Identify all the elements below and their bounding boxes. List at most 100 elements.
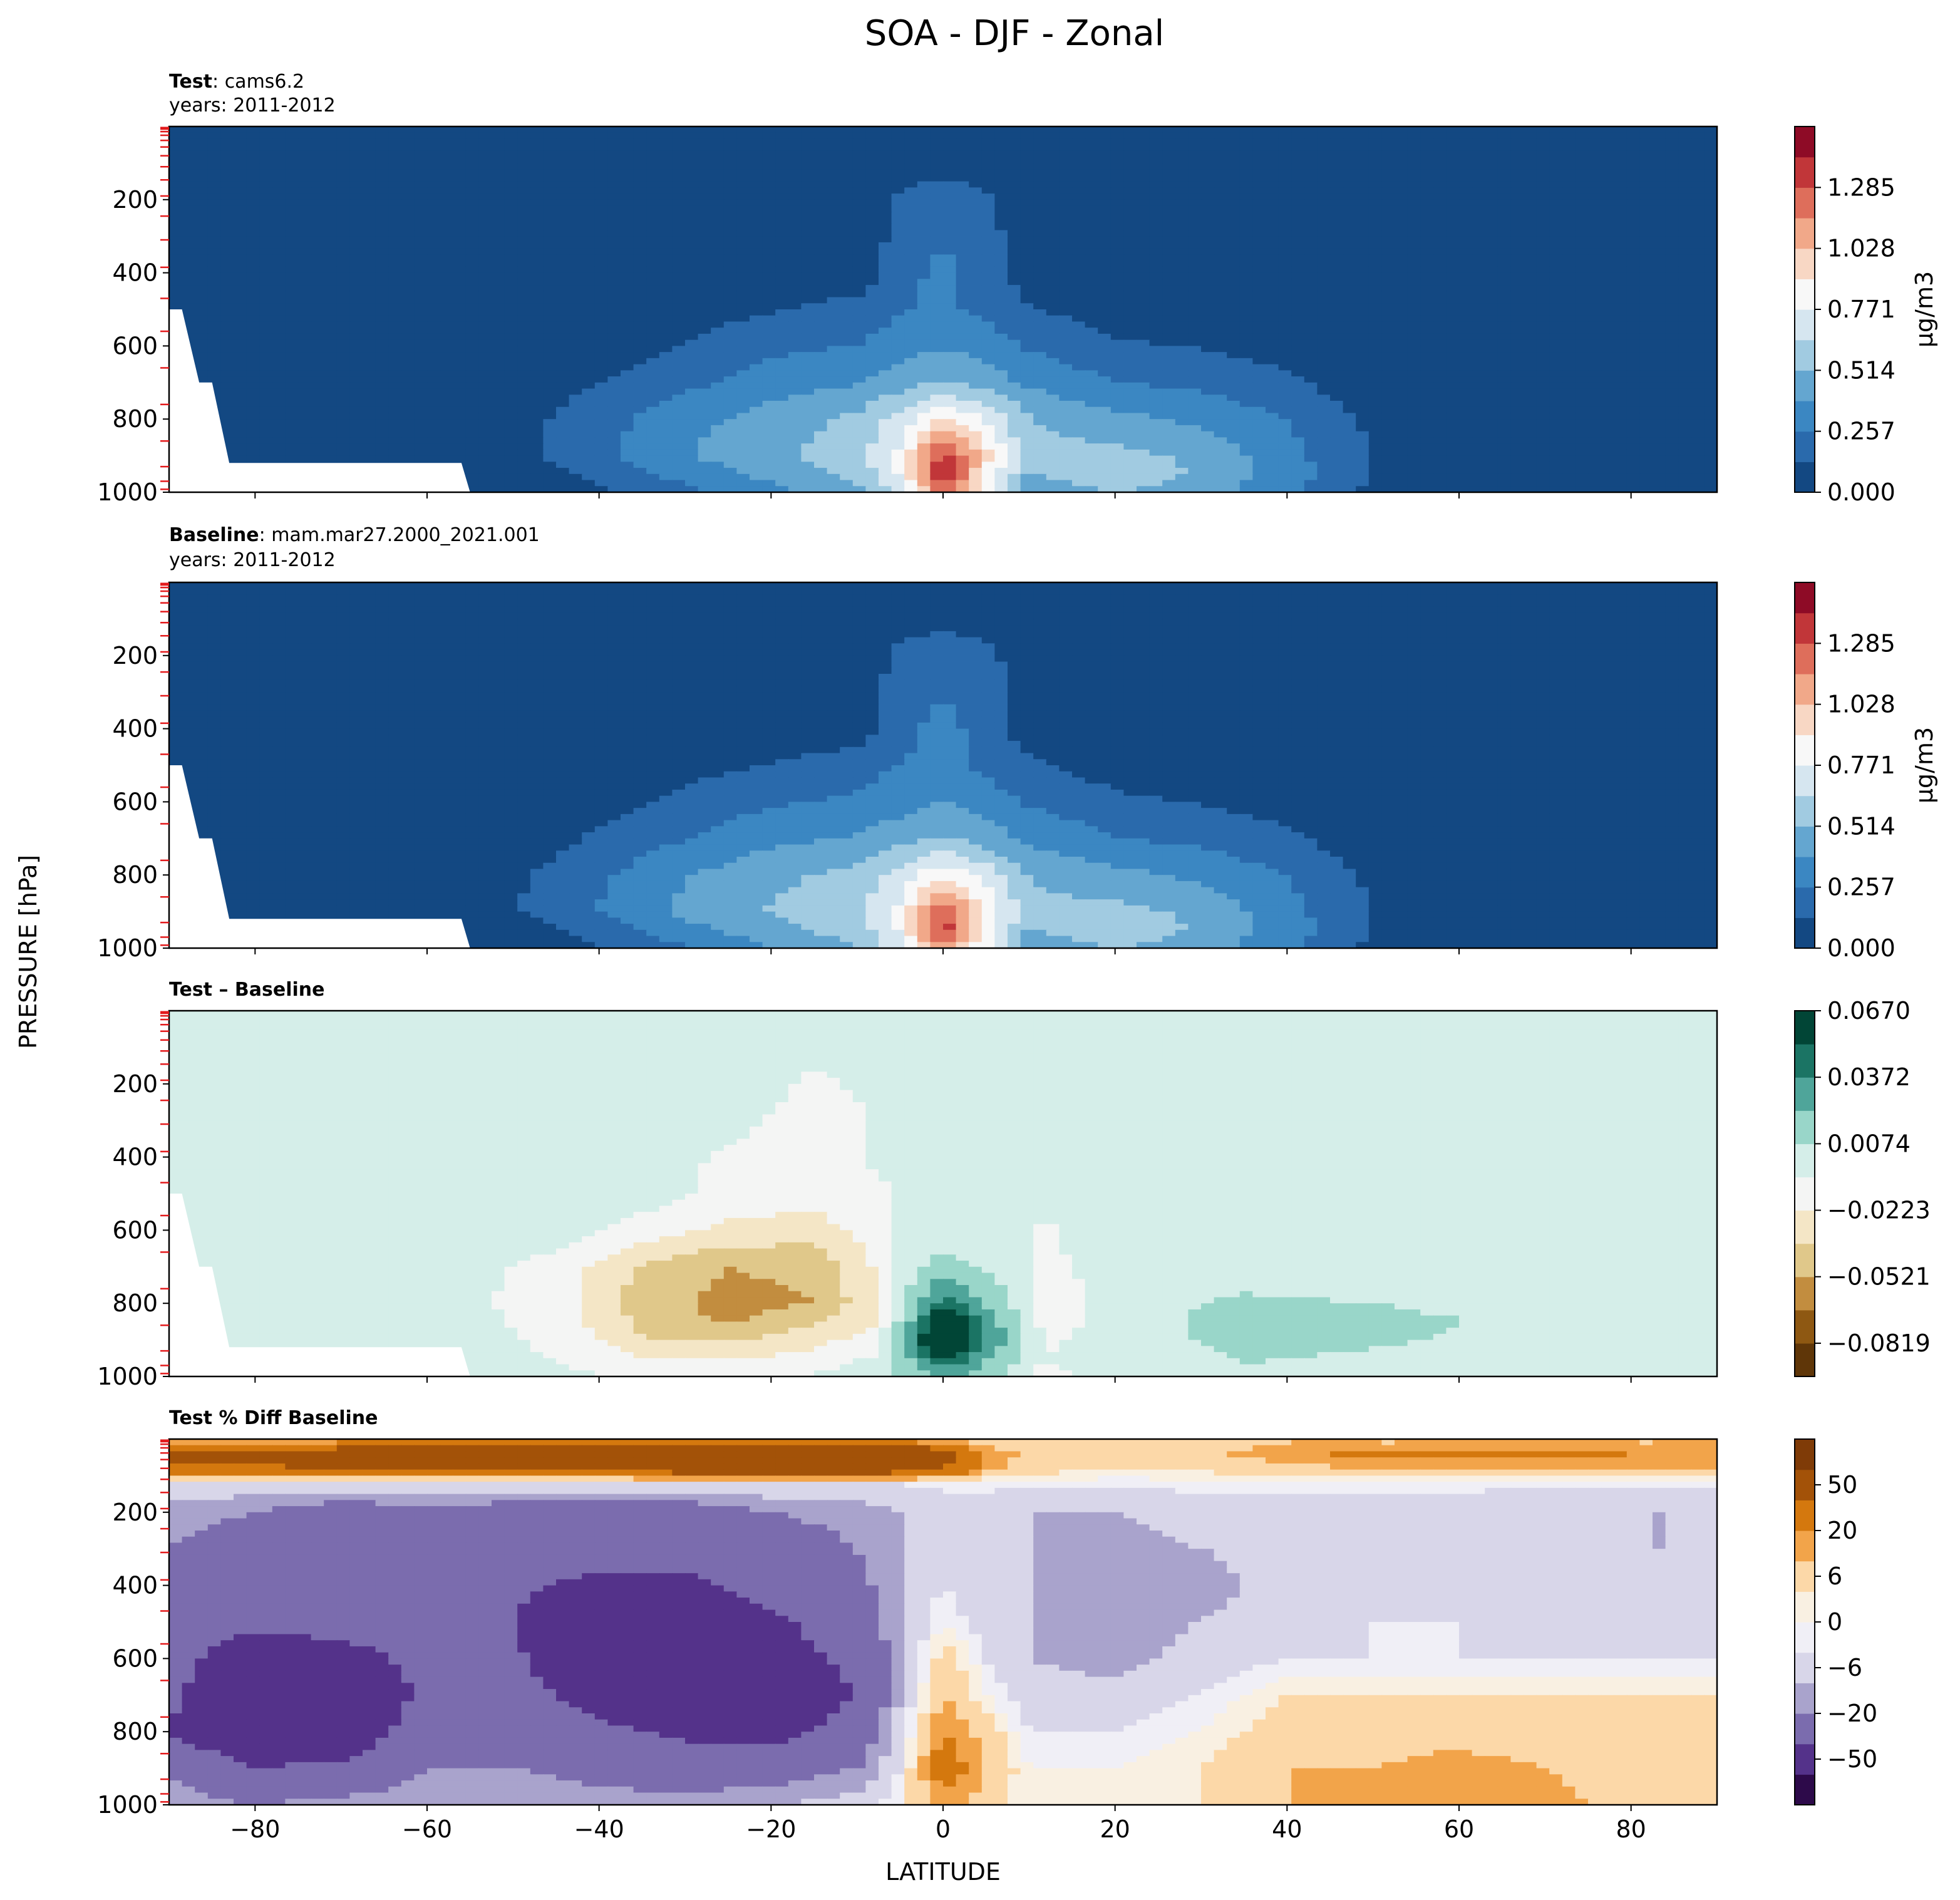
contour-cell	[659, 261, 673, 267]
contour-cell	[1433, 309, 1447, 316]
contour-cell	[879, 285, 892, 292]
contour-cell	[1485, 315, 1498, 323]
contour-cell	[259, 328, 273, 334]
contour-cell	[220, 205, 234, 213]
contour-cell	[840, 169, 854, 176]
contour-cell	[324, 346, 338, 353]
contour-cell	[1046, 346, 1060, 353]
contour-cell	[324, 230, 338, 237]
contour-cell	[865, 279, 879, 286]
contour-cell	[1356, 157, 1369, 164]
contour-cell	[1201, 157, 1215, 164]
contour-cell	[698, 169, 711, 176]
contour-cell	[298, 224, 312, 231]
contour-cell	[246, 248, 260, 256]
contour-cell	[1033, 224, 1047, 231]
contour-cell	[1046, 205, 1060, 213]
contour-cell	[1149, 358, 1163, 365]
contour-cell	[711, 291, 725, 298]
contour-cell	[1033, 254, 1047, 261]
contour-cell	[234, 303, 247, 310]
contour-cell	[917, 150, 931, 158]
contour-cell	[504, 181, 518, 188]
contour-cell	[1459, 321, 1473, 328]
contour-cell	[994, 352, 1008, 359]
contour-cell	[1343, 150, 1356, 158]
contour-cell	[1266, 297, 1279, 304]
contour-cell	[1162, 370, 1176, 377]
contour-cell	[1497, 157, 1512, 164]
contour-cell	[1588, 224, 1602, 231]
contour-cell	[852, 279, 867, 286]
contour-cell	[1665, 230, 1679, 237]
contour-cell	[1665, 218, 1679, 225]
contour-cell	[1343, 285, 1356, 292]
contour-cell	[363, 376, 376, 383]
contour-cell	[762, 339, 776, 347]
contour-cell	[272, 297, 286, 304]
contour-cell	[879, 358, 892, 365]
contour-cell	[1704, 358, 1717, 365]
contour-cell	[917, 132, 931, 140]
contour-cell	[1614, 272, 1627, 280]
contour-cell	[1110, 224, 1125, 231]
contour-cell	[1536, 339, 1550, 347]
contour-cell	[1562, 272, 1576, 280]
contour-cell	[440, 199, 453, 207]
contour-cell	[1524, 218, 1537, 225]
contour-cell	[904, 352, 918, 359]
contour-cell	[272, 187, 286, 194]
contour-cell	[1588, 205, 1602, 213]
contour-cell	[272, 181, 286, 188]
contour-cell	[1459, 138, 1473, 145]
contour-cell	[1214, 254, 1227, 261]
contour-cell	[1562, 346, 1576, 353]
contour-cell	[659, 376, 673, 383]
contour-cell	[1227, 145, 1240, 152]
contour-cell	[259, 321, 273, 328]
contour-cell	[1059, 212, 1073, 219]
contour-cell	[672, 261, 686, 267]
contour-cell	[465, 333, 480, 341]
contour-cell	[981, 333, 996, 341]
contour-cell	[723, 254, 738, 261]
contour-cell	[852, 309, 867, 316]
contour-cell	[1485, 272, 1498, 280]
contour-cell	[311, 333, 324, 341]
contour-cell	[207, 339, 222, 347]
contour-cell	[246, 279, 260, 286]
contour-cell	[336, 285, 351, 292]
contour-cell	[943, 181, 957, 188]
contour-cell	[1201, 266, 1215, 274]
contour-cell	[1691, 279, 1705, 286]
contour-cell	[453, 145, 467, 152]
contour-cell	[195, 248, 209, 256]
contour-cell	[956, 181, 969, 188]
contour-cell	[1020, 163, 1034, 170]
contour-cell	[1317, 364, 1331, 371]
contour-cell	[1536, 321, 1550, 328]
contour-cell	[388, 187, 402, 194]
contour-cell	[1446, 261, 1460, 267]
contour-cell	[1020, 242, 1034, 249]
contour-cell	[1446, 272, 1460, 280]
contour-cell	[646, 169, 660, 176]
contour-cell	[1601, 175, 1614, 182]
contour-cell	[1137, 291, 1150, 298]
contour-cell	[401, 218, 415, 225]
contour-cell	[311, 212, 324, 219]
contour-cell	[852, 181, 867, 188]
contour-cell	[220, 285, 234, 292]
contour-cell	[1085, 150, 1098, 158]
contour-cell	[750, 285, 763, 292]
contour-cell	[917, 157, 931, 164]
contour-cell	[1072, 248, 1086, 256]
contour-cell	[1033, 236, 1047, 243]
contour-cell	[852, 163, 867, 170]
contour-cell	[543, 315, 557, 323]
contour-cell	[1188, 297, 1202, 304]
contour-cell	[1626, 157, 1641, 164]
contour-cell	[1175, 309, 1189, 316]
contour-cell	[1601, 224, 1614, 231]
contour-cell	[363, 199, 376, 207]
